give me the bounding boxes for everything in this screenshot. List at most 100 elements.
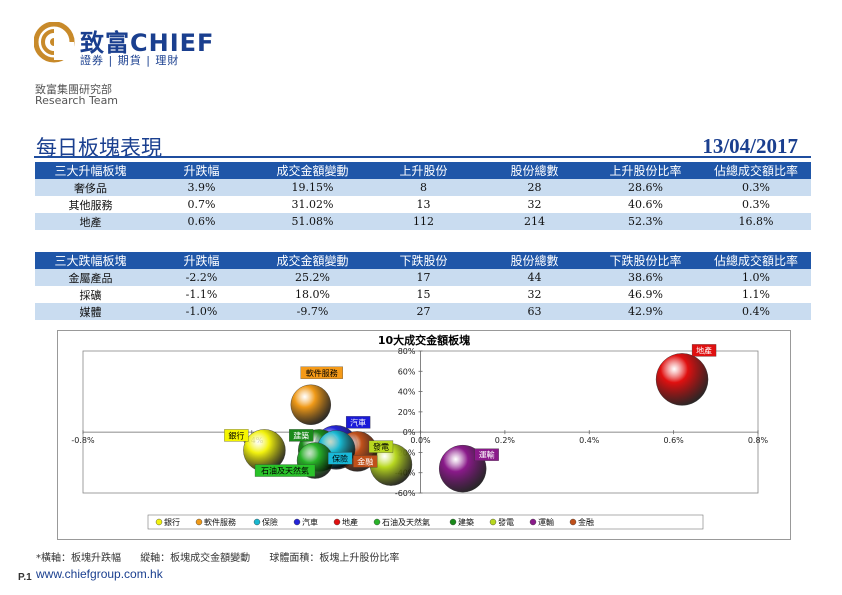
bubble-8 bbox=[438, 444, 487, 493]
legend-marker bbox=[373, 518, 381, 526]
x-tick-label: 0.8% bbox=[748, 436, 769, 445]
company-logo bbox=[34, 22, 75, 63]
legend-marker bbox=[293, 518, 301, 526]
cell: 19.15% bbox=[257, 179, 368, 196]
y-tick-label: 40% bbox=[398, 388, 416, 397]
callout-label: 地產 bbox=[696, 345, 712, 355]
cell: -9.7% bbox=[257, 303, 368, 320]
legend-marker bbox=[449, 518, 457, 526]
cell: 31.02% bbox=[257, 196, 368, 213]
page-number: P.1 bbox=[18, 572, 32, 583]
website-link[interactable]: www.chiefgroup.com.hk bbox=[36, 567, 163, 581]
legend-label: 石油及天然氣 bbox=[382, 517, 430, 527]
y-tick-label: 0% bbox=[403, 428, 416, 437]
cell: 18.0% bbox=[257, 286, 368, 303]
callout-box bbox=[327, 452, 353, 465]
cell: 42.9% bbox=[590, 303, 701, 320]
table-row: 奢侈品 3.9% 19.15% 8 28 28.6% 0.3% bbox=[35, 179, 811, 196]
callout-label: 保險 bbox=[332, 453, 348, 463]
table-row: 採礦 -1.1% 18.0% 15 32 46.9% 1.1% bbox=[35, 286, 811, 303]
col-total-stocks: 股份總數 bbox=[479, 162, 590, 179]
cell: 16.8% bbox=[701, 213, 811, 230]
cell: 1.1% bbox=[701, 286, 811, 303]
cell: 0.6% bbox=[146, 213, 257, 230]
y-tick-label: 80% bbox=[398, 347, 416, 356]
col-change: 升跌幅 bbox=[146, 162, 257, 179]
cell: 112 bbox=[368, 213, 479, 230]
report-date: 13/04/2017 bbox=[702, 134, 798, 158]
callout-box bbox=[224, 429, 249, 442]
title-divider bbox=[34, 156, 811, 158]
cell: 地產 bbox=[35, 213, 146, 230]
cell: 15 bbox=[368, 286, 479, 303]
legend-marker bbox=[195, 518, 203, 526]
callout-box bbox=[474, 448, 499, 461]
callout-box bbox=[300, 366, 343, 379]
cell: 40.6% bbox=[590, 196, 701, 213]
col-sector: 三大升幅板塊 bbox=[35, 162, 146, 179]
cell: 38.6% bbox=[590, 269, 701, 286]
cell: 46.9% bbox=[590, 286, 701, 303]
callout-box bbox=[353, 455, 378, 468]
top-losers-table: 三大跌幅板塊 升跌幅 成交金額變動 下跌股份 股份總數 下跌股份比率 佔總成交額… bbox=[35, 252, 811, 320]
col-sector: 三大跌幅板塊 bbox=[35, 252, 146, 269]
callout-box bbox=[368, 440, 394, 453]
top-gainers-table: 三大升幅板塊 升跌幅 成交金額變動 上升股份 股份總數 上升股份比率 佔總成交額… bbox=[35, 162, 811, 230]
col-advancing: 上升股份 bbox=[368, 162, 479, 179]
cell: 28 bbox=[479, 179, 590, 196]
footnote-x-axis: *橫軸：板塊升跌幅 bbox=[36, 553, 121, 564]
callout-label: 石油及天然氣 bbox=[261, 466, 309, 476]
table-row: 地產 0.6% 51.08% 112 214 52.3% 16.8% bbox=[35, 213, 811, 230]
table-header-row: 三大跌幅板塊 升跌幅 成交金額變動 下跌股份 股份總數 下跌股份比率 佔總成交額… bbox=[35, 252, 811, 269]
bubble-4 bbox=[655, 353, 709, 406]
brand-name: 致富CHIEF bbox=[80, 23, 214, 58]
cell: 金屬產品 bbox=[35, 269, 146, 286]
col-turnover-change: 成交金額變動 bbox=[257, 162, 368, 179]
brand-cn: 致富 bbox=[80, 29, 130, 57]
bubble-1 bbox=[290, 384, 332, 425]
cell: 3.9% bbox=[146, 179, 257, 196]
y-tick-label: 60% bbox=[398, 367, 416, 376]
y-tick-label: 20% bbox=[398, 408, 416, 417]
table-header-row: 三大升幅板塊 升跌幅 成交金額變動 上升股份 股份總數 上升股份比率 佔總成交額… bbox=[35, 162, 811, 179]
callout-label: 軟件服務 bbox=[306, 368, 338, 378]
legend-marker bbox=[529, 518, 537, 526]
legend-label: 金融 bbox=[578, 517, 594, 527]
legend-label: 軟件服務 bbox=[204, 517, 236, 527]
logo-swirl-icon bbox=[34, 22, 75, 63]
bubble-chart-panel: 10大成交金額板塊-0.8%-0.4%0.0%0.2%0.4%0.6%0.8%8… bbox=[57, 330, 791, 540]
footnote-y-axis: 縱軸：板塊成交金額變動 bbox=[140, 553, 251, 564]
department: 致富集團研究部 bbox=[35, 83, 112, 96]
cell: -1.1% bbox=[146, 286, 257, 303]
x-tick-label: -0.8% bbox=[71, 436, 95, 445]
cell: 0.7% bbox=[146, 196, 257, 213]
cell: 27 bbox=[368, 303, 479, 320]
legend-marker bbox=[489, 518, 497, 526]
table-row: 金屬產品 -2.2% 25.2% 17 44 38.6% 1.0% bbox=[35, 269, 811, 286]
brand-en: CHIEF bbox=[130, 29, 215, 57]
cell: 52.3% bbox=[590, 213, 701, 230]
cell: 25.2% bbox=[257, 269, 368, 286]
col-turnover-share: 佔總成交額比率 bbox=[701, 252, 811, 269]
cell: 51.08% bbox=[257, 213, 368, 230]
col-advancing-ratio: 上升股份比率 bbox=[590, 162, 701, 179]
cell: 0.3% bbox=[701, 179, 811, 196]
legend-label: 銀行 bbox=[164, 517, 180, 527]
cell: 13 bbox=[368, 196, 479, 213]
brand-tagline: 證券 | 期貨 | 理財 bbox=[80, 54, 180, 67]
legend-label: 地產 bbox=[342, 517, 358, 527]
callout-box bbox=[345, 416, 371, 429]
cell: 0.3% bbox=[701, 196, 811, 213]
callout-label: 銀行 bbox=[228, 430, 244, 440]
callout-box bbox=[289, 429, 314, 442]
col-declining-ratio: 下跌股份比率 bbox=[590, 252, 701, 269]
legend-label: 運輸 bbox=[538, 517, 554, 527]
col-declining: 下跌股份 bbox=[368, 252, 479, 269]
cell: 1.0% bbox=[701, 269, 811, 286]
legend-marker bbox=[155, 518, 163, 526]
legend-marker bbox=[253, 518, 261, 526]
legend-marker bbox=[333, 518, 341, 526]
table-row: 其他服務 0.7% 31.02% 13 32 40.6% 0.3% bbox=[35, 196, 811, 213]
callout-label: 運輸 bbox=[479, 450, 495, 460]
table-row: 媒體 -1.0% -9.7% 27 63 42.9% 0.4% bbox=[35, 303, 811, 320]
